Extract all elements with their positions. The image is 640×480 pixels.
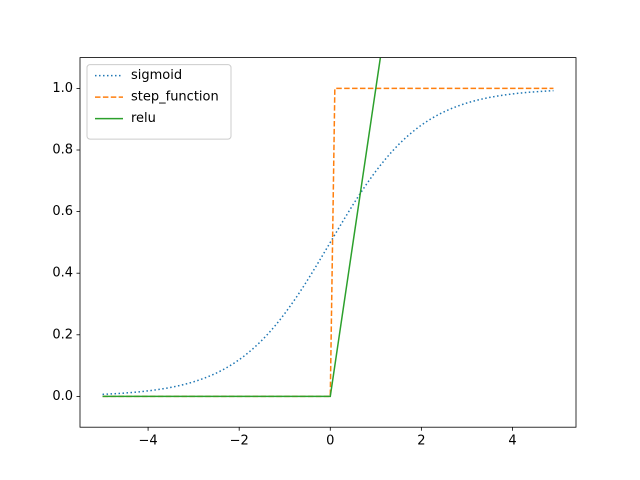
x-tick-label: 2: [417, 434, 425, 449]
x-tick-label: 4: [508, 434, 516, 449]
axes-frame: [79, 57, 577, 428]
y-tick-label: 0.6: [52, 204, 73, 219]
y-tick-label: 0.4: [52, 266, 73, 281]
legend-label: sigmoid: [131, 68, 182, 83]
y-tick-label: 1.0: [52, 81, 73, 96]
x-tick-label: 0: [326, 434, 334, 449]
plot-area: [102, 57, 554, 398]
series-line: [102, 57, 382, 398]
x-tick-label: −2: [230, 434, 249, 449]
y-tick-label: 0.8: [52, 143, 73, 158]
legend-label: step_function: [131, 90, 219, 105]
legend-label: relu: [131, 111, 156, 126]
x-tick-label: −4: [139, 434, 158, 449]
y-tick-label: 0.0: [52, 389, 73, 404]
legend-box: [86, 64, 232, 140]
series-line: [102, 89, 554, 396]
y-tick-label: 0.2: [52, 327, 73, 342]
